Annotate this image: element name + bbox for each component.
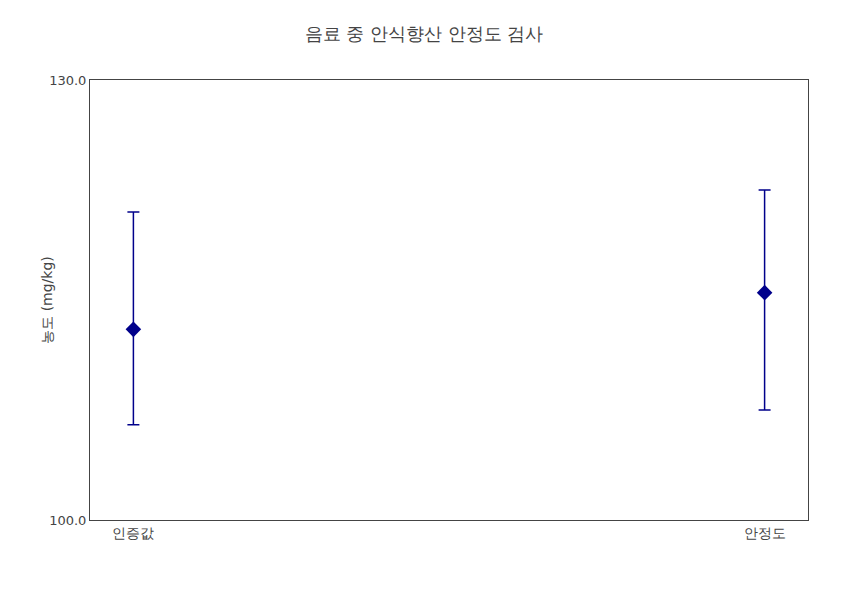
svg-text:130.0: 130.0 — [49, 73, 86, 88]
svg-text:농도 (mg/kg): 농도 (mg/kg) — [39, 256, 55, 344]
svg-text:음료 중 안식향산 안정도 검사: 음료 중 안식향산 안정도 검사 — [305, 23, 544, 44]
svg-text:인증값: 인증값 — [112, 525, 154, 541]
svg-text:안정도: 안정도 — [744, 525, 786, 541]
svg-text:100.0: 100.0 — [49, 513, 86, 528]
